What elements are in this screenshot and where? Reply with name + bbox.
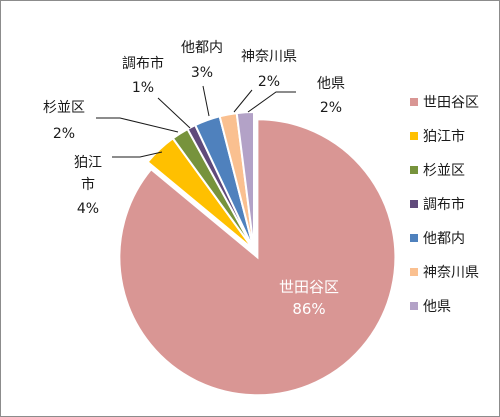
pie-slice-1: [118, 118, 397, 397]
legend-label-1: 世田谷区: [423, 95, 479, 111]
data-label-name-3: 杉並区: [43, 100, 85, 116]
legend-label-2: 狛江市: [423, 128, 465, 145]
leader-line-3: [96, 117, 179, 133]
data-label-name-7: 他県: [317, 76, 345, 92]
data-labels: 世田谷区 86% 狛江市 4% 杉並区 2% 調布市 1% 他都内 3% 神奈川県 2% 他県 2%: [43, 40, 345, 318]
legend-swatch-6: [410, 268, 418, 276]
data-label-name-4: 調布市: [122, 55, 164, 72]
legend-swatch-1: [410, 98, 418, 106]
legend-swatch-5: [410, 234, 418, 242]
legend-label-6: 神奈川県: [423, 265, 479, 281]
legend-label-4: 調布市: [423, 196, 465, 213]
legend-swatch-4: [410, 200, 418, 208]
data-label-name-2-line-2: 市: [81, 176, 95, 193]
data-label-value-1: 86%: [292, 300, 325, 318]
pie-slices: [118, 110, 397, 397]
data-label-name-2-line-1: 狛江: [74, 155, 102, 171]
leader-line-4: [157, 97, 191, 129]
legend-swatch-2: [410, 132, 418, 140]
legend-label-3: 杉並区: [423, 163, 465, 179]
data-label-value-6: 2%: [258, 74, 280, 90]
data-label-name-6: 神奈川県: [241, 49, 297, 65]
leader-line-7: [247, 91, 296, 113]
leader-line-6: [233, 89, 253, 113]
data-label-value-5: 3%: [191, 65, 213, 81]
data-label-name-5: 他都内: [181, 40, 223, 56]
pie-slice-7: [235, 110, 255, 251]
leader-lines: [96, 85, 296, 158]
data-label-value-2: 4%: [77, 201, 99, 217]
data-label-value-4: 1%: [132, 80, 154, 96]
leader-line-5: [202, 85, 210, 117]
leader-line-2: [112, 151, 163, 158]
legend-swatch-3: [410, 166, 418, 174]
legend-label-7: 他県: [423, 299, 451, 315]
data-label-value-7: 2%: [320, 100, 342, 116]
legend-label-5: 他都内: [423, 231, 465, 247]
data-label-name-1: 世田谷区: [279, 278, 339, 296]
data-label-value-3: 2%: [53, 126, 75, 142]
legend-swatch-7: [410, 302, 418, 310]
